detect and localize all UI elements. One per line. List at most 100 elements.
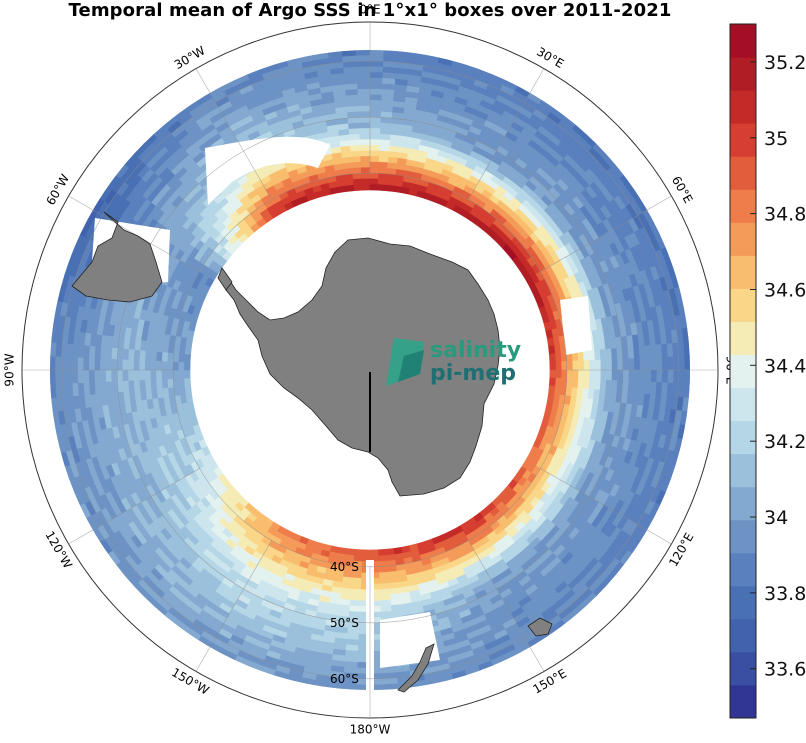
colorbar-step	[730, 288, 756, 322]
salinity-cell	[349, 139, 361, 147]
salinity-cell	[377, 554, 388, 562]
salinity-cell	[605, 369, 612, 381]
salinity-cell	[351, 156, 362, 164]
salinity-cell	[615, 380, 623, 393]
salinity-cell	[351, 576, 362, 584]
salinity-cell	[548, 377, 556, 387]
salinity-cell	[369, 94, 383, 102]
salinity-cell	[549, 369, 556, 379]
colorbar-tick-label: 34.8	[764, 204, 806, 226]
salinity-cell	[369, 111, 382, 118]
salinity-cell	[355, 50, 371, 57]
salinity-cell	[88, 369, 96, 383]
salinity-cell	[359, 144, 371, 152]
colorbar-step	[730, 453, 756, 488]
salinity-cell	[100, 357, 107, 371]
salinity-cell	[369, 60, 384, 68]
salinity-cell	[594, 369, 601, 381]
salinity-cell	[350, 145, 361, 152]
salinity-cell	[111, 358, 118, 371]
salinity-cell	[358, 116, 371, 124]
salinity-cell	[566, 369, 573, 380]
salinity-cell	[55, 369, 62, 385]
salinity-cell	[185, 393, 194, 403]
colorbar-step	[730, 387, 756, 422]
salinity-cell	[369, 83, 383, 90]
salinity-cell	[622, 358, 629, 371]
salinity-cell	[139, 349, 147, 361]
salinity-cell	[379, 139, 391, 147]
salinity-cell	[599, 359, 607, 371]
salinity-cell	[546, 393, 555, 403]
salinity-cell	[128, 379, 136, 392]
salinity-cell	[379, 128, 392, 136]
salinity-cell	[353, 184, 363, 192]
salinity-cell	[360, 156, 371, 163]
salinity-cell	[583, 369, 590, 380]
salinity-cell	[604, 348, 612, 361]
colorbar-tick-label: 34.4	[764, 355, 806, 377]
salinity-cell	[393, 546, 403, 555]
salinity-cell	[622, 369, 629, 382]
salinity-cell	[345, 643, 359, 651]
salinity-cell	[378, 156, 389, 164]
salinity-cell	[139, 359, 146, 371]
salinity-cell	[173, 377, 180, 388]
salinity-cell	[369, 150, 380, 157]
salinity-cell	[369, 167, 380, 174]
salinity-cell	[348, 122, 360, 130]
salinity-cell	[144, 369, 152, 381]
salinity-cell	[369, 105, 382, 113]
salinity-cell	[353, 548, 363, 556]
salinity-cell	[583, 360, 590, 371]
salinity-cell	[133, 369, 141, 381]
salinity-cell	[122, 380, 130, 392]
salinity-cell	[644, 369, 652, 383]
salinity-cell	[377, 548, 387, 556]
salinity-cell	[360, 161, 371, 169]
salinity-cell	[650, 369, 657, 383]
colorbar-step	[730, 156, 756, 190]
salinity-cell	[329, 545, 340, 554]
salinity-cell	[560, 377, 567, 388]
salinity-cell	[378, 150, 390, 158]
salinity-cell	[156, 378, 164, 389]
salinity-cell	[133, 379, 141, 391]
salinity-cell	[632, 346, 640, 359]
salinity-cell	[337, 185, 347, 194]
salinity-cell	[50, 355, 57, 371]
salinity-cell	[638, 381, 646, 395]
salinity-cell	[77, 369, 85, 384]
salinity-cell	[644, 357, 652, 371]
salinity-cell	[122, 348, 130, 360]
salinity-cell	[116, 369, 124, 382]
salinity-cell	[184, 385, 192, 395]
salinity-cell	[678, 369, 685, 385]
salinity-cell	[356, 72, 371, 79]
salinity-cell	[350, 582, 362, 590]
salinity-cell	[83, 357, 90, 371]
salinity-cell	[554, 377, 562, 388]
salinity-cell	[349, 599, 361, 607]
salinity-cell	[369, 172, 379, 180]
salinity-cell	[599, 349, 607, 361]
salinity-cell	[329, 186, 340, 195]
salinity-cell	[345, 184, 355, 192]
salinity-cell	[378, 571, 389, 579]
salinity-cell	[173, 352, 180, 363]
salinity-cell	[638, 357, 646, 371]
salinity-cell	[133, 349, 141, 361]
salinity-cell	[650, 357, 657, 371]
salinity-cell	[161, 378, 169, 389]
salinity-cell	[358, 122, 371, 129]
colorbar-tick-label: 34.2	[764, 431, 806, 453]
salinity-cell	[361, 549, 371, 556]
salinity-cell	[661, 369, 668, 384]
salinity-cell	[385, 548, 395, 556]
salinity-pimep-logo: salinity pi-mep	[386, 338, 521, 386]
salinity-cell	[377, 178, 388, 186]
salinity-cell	[156, 360, 163, 371]
salinity-cell	[616, 358, 624, 371]
salinity-cell	[369, 66, 384, 74]
salinity-cell	[576, 351, 584, 362]
